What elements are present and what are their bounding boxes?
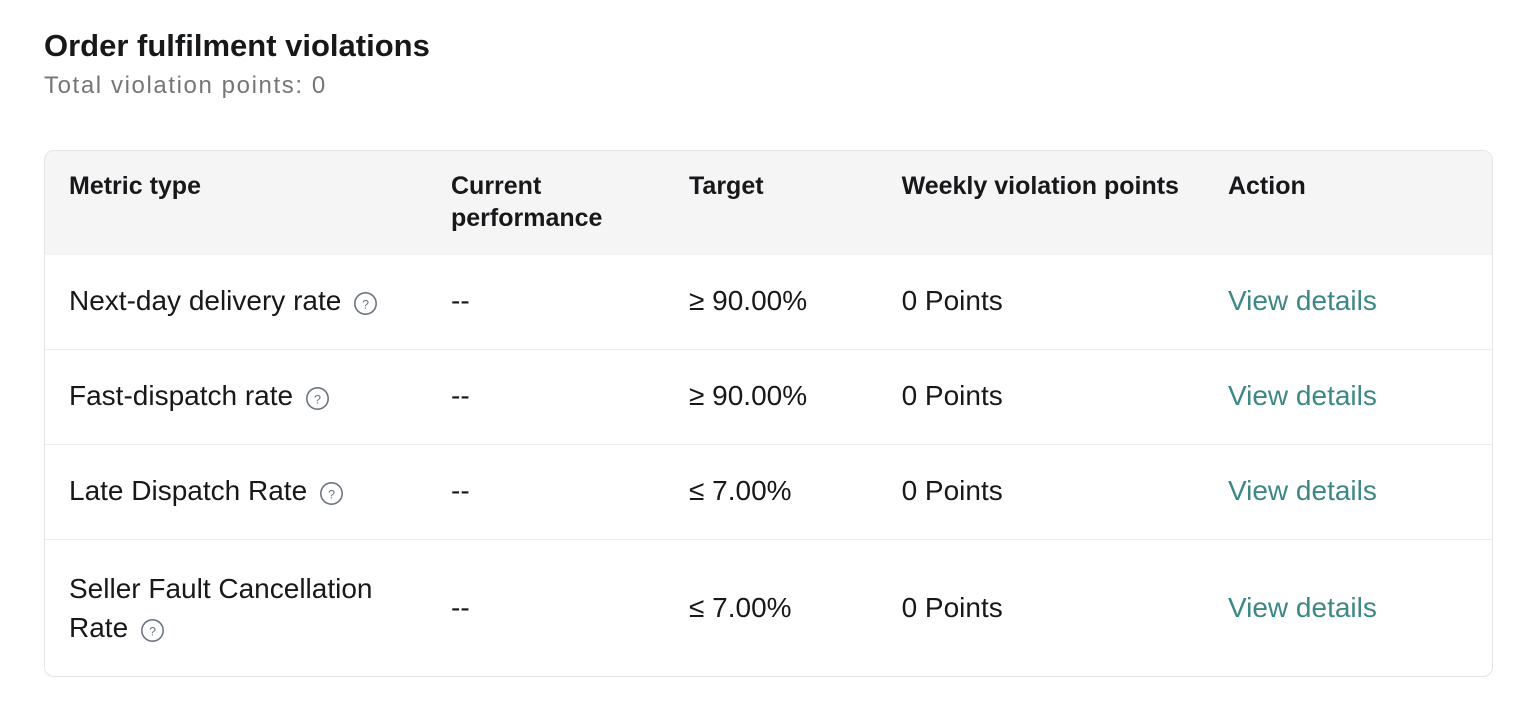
svg-text:?: ?	[149, 624, 156, 638]
svg-text:?: ?	[314, 393, 321, 407]
svg-text:?: ?	[362, 298, 369, 312]
svg-text:?: ?	[328, 488, 335, 502]
